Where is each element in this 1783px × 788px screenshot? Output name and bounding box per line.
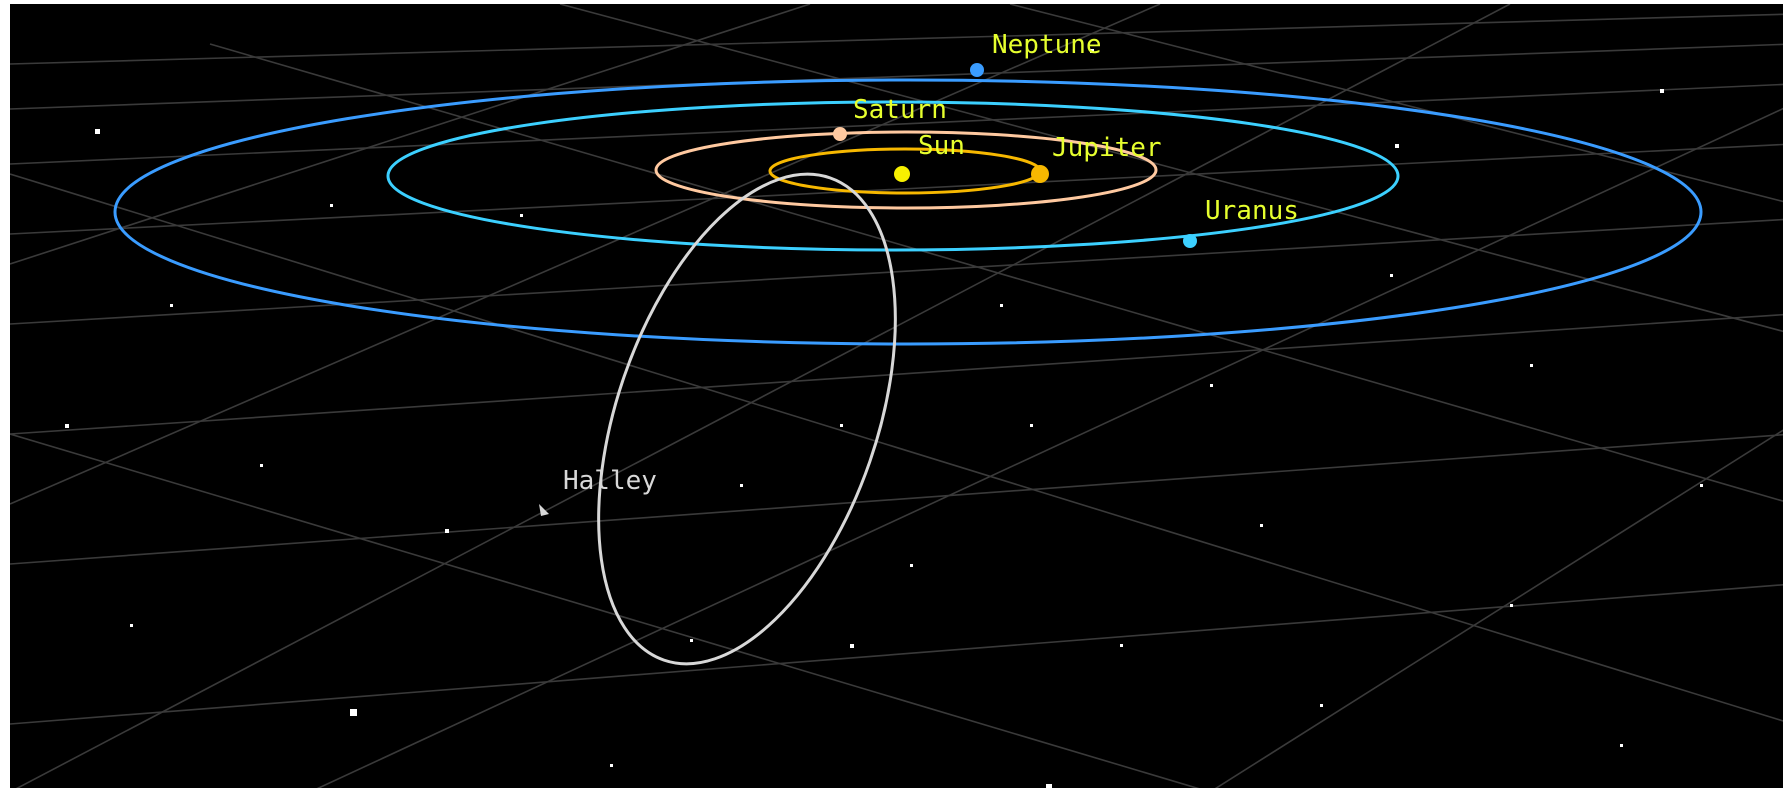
sun-icon[interactable] bbox=[894, 166, 910, 182]
halley-orbit bbox=[597, 172, 897, 666]
halley-label: Halley bbox=[563, 466, 657, 496]
jupiter-icon[interactable] bbox=[1031, 165, 1049, 183]
starfield bbox=[65, 49, 1703, 788]
neptune-icon[interactable] bbox=[970, 63, 984, 77]
uranus-icon[interactable] bbox=[1183, 234, 1197, 248]
uranus-orbit bbox=[386, 100, 1400, 252]
labels: Sun Jupiter Saturn Uranus Neptune Halley bbox=[563, 30, 1299, 496]
saturn-label: Saturn bbox=[853, 95, 947, 125]
sun-label: Sun bbox=[918, 131, 965, 161]
uranus-label: Uranus bbox=[1205, 196, 1299, 226]
saturn-icon[interactable] bbox=[833, 127, 847, 141]
comet-icon[interactable] bbox=[539, 504, 549, 516]
neptune-label: Neptune bbox=[992, 30, 1102, 60]
neptune-orbit bbox=[113, 78, 1703, 346]
jupiter-label: Jupiter bbox=[1052, 133, 1162, 163]
orbit-diagram[interactable]: Sun Jupiter Saturn Uranus Neptune Halley bbox=[10, 4, 1783, 788]
saturn-orbit bbox=[654, 130, 1158, 210]
ecliptic-grid bbox=[10, 4, 1783, 788]
bodies[interactable] bbox=[539, 63, 1197, 516]
